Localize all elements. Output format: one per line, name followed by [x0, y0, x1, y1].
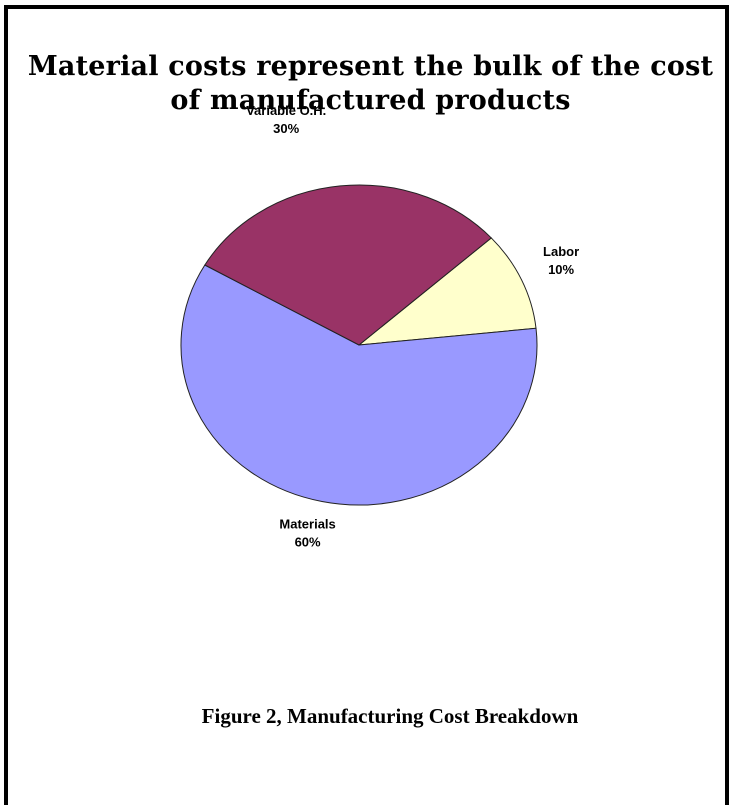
figure-frame — [4, 5, 729, 805]
pie-slice-variable-o-h — [204, 184, 493, 346]
figure-caption: Figure 2, Manufacturing Cost Breakdown — [201, 704, 579, 728]
pie-label-percent: 60% — [295, 534, 321, 549]
chart-title: Material costs represent the bulk of the… — [0, 50, 741, 118]
pie-label-category: Variable O.H. — [246, 103, 326, 118]
pie-label-labor: Labor 10% — [543, 244, 579, 277]
chart-title-line-2: of manufactured products — [170, 85, 571, 116]
pie-label-variable-o-h: Variable O.H. 30% — [246, 103, 326, 136]
pie-label-materials: Materials 60% — [279, 516, 335, 549]
chart-title-line-1: Material costs represent the bulk of the… — [27, 51, 714, 82]
pie-label-category: Materials — [279, 516, 335, 531]
pie-chart: Labor 10% Materials 60% Variable O.H. 30% — [180, 103, 579, 549]
pie-label-percent: 30% — [273, 121, 299, 136]
pie-slice-labor — [357, 237, 537, 346]
pie-slice-materials — [180, 264, 538, 506]
pie-label-percent: 10% — [548, 262, 574, 277]
pie-label-category: Labor — [543, 244, 579, 259]
